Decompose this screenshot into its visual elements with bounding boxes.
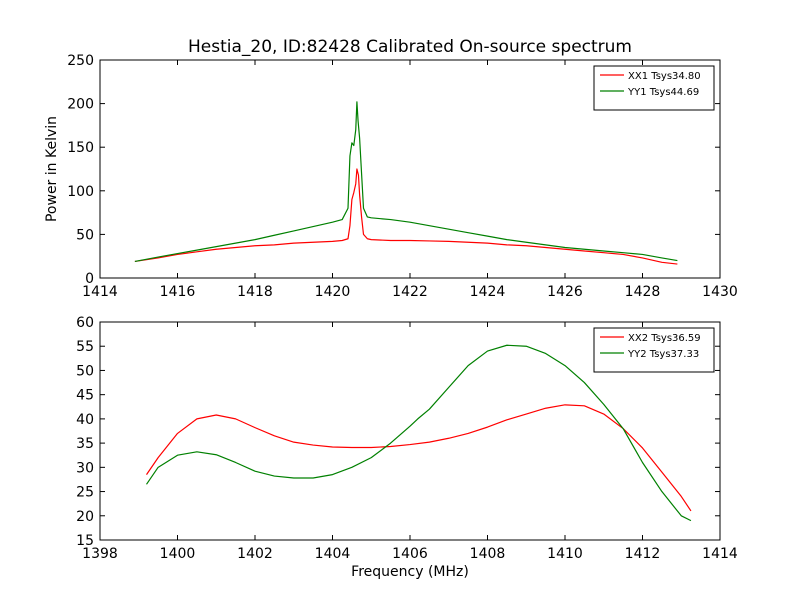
- x-tick-label: 1406: [392, 546, 428, 562]
- y-tick-label: 150: [67, 140, 94, 156]
- x-tick-label: 1412: [625, 546, 661, 562]
- series-line-1: [146, 404, 692, 512]
- x-tick-label: 1414: [82, 284, 118, 300]
- y-tick-label: 100: [67, 184, 94, 200]
- series-line-2: [134, 101, 678, 263]
- x-tick-label: 1430: [702, 284, 738, 300]
- legend: XX1 Tsys34.80 YY1 Tsys44.69: [593, 65, 715, 111]
- y-tick-label: 250: [67, 53, 94, 69]
- chart-title: Hestia_20, ID:82428 Calibrated On-source…: [188, 37, 632, 57]
- x-tick-label: 1404: [315, 546, 351, 562]
- x-axis-label: Frequency (MHz): [351, 564, 469, 580]
- x-tick-label: 1410: [547, 546, 583, 562]
- bottom-panel: 1398 1400 1402 1404 1406 1408 1410 1412 1414 15 20…: [76, 315, 738, 580]
- legend-entry: XX1 Tsys34.80: [628, 71, 701, 82]
- x-tick-label: 1416: [160, 284, 196, 300]
- legend-entry: YY2 Tsys37.33: [627, 349, 699, 360]
- y-tick-label: 55: [76, 339, 94, 355]
- y-axis-label: Power in Kelvin: [44, 116, 60, 222]
- y-tick-label: 30: [76, 460, 94, 476]
- y-tick-label: 45: [76, 388, 94, 404]
- legend: XX2 Tsys36.59 YY2 Tsys37.33: [593, 327, 715, 373]
- x-tick-label: 1426: [547, 284, 583, 300]
- legend-entry: XX2 Tsys36.59: [628, 333, 701, 344]
- y-tick-label: 0: [85, 271, 94, 287]
- x-tick-label: 1418: [237, 284, 273, 300]
- x-tick-label: 1428: [625, 284, 661, 300]
- y-tick-label: 50: [76, 227, 94, 243]
- x-tick-label: 1424: [470, 284, 506, 300]
- y-tick-label: 35: [76, 436, 94, 452]
- legend-entry: YY1 Tsys44.69: [627, 87, 699, 98]
- series-line-2: [146, 344, 692, 522]
- y-tick-label: 40: [76, 412, 94, 428]
- y-tick-label: 200: [67, 97, 94, 113]
- x-tick-label: 1420: [315, 284, 351, 300]
- legend-box: [593, 65, 715, 111]
- x-tick-label: 1422: [392, 284, 428, 300]
- x-tick-label: 1400: [160, 546, 196, 562]
- top-panel: 1414 1416 1418 1420 1422 1424 1426 1428 1430 0 50 1…: [44, 37, 738, 300]
- x-tick-label: 1408: [470, 546, 506, 562]
- y-tick-label: 25: [76, 485, 94, 501]
- x-tick-label: 1414: [702, 546, 738, 562]
- x-tick-label: 1398: [82, 546, 118, 562]
- legend-box: [593, 327, 715, 373]
- y-tick-label: 15: [76, 533, 94, 549]
- series-line-1: [134, 168, 678, 265]
- y-tick-label: 60: [76, 315, 94, 331]
- x-tick-label: 1402: [237, 546, 273, 562]
- y-tick-label: 50: [76, 363, 94, 379]
- y-tick-label: 20: [76, 509, 94, 525]
